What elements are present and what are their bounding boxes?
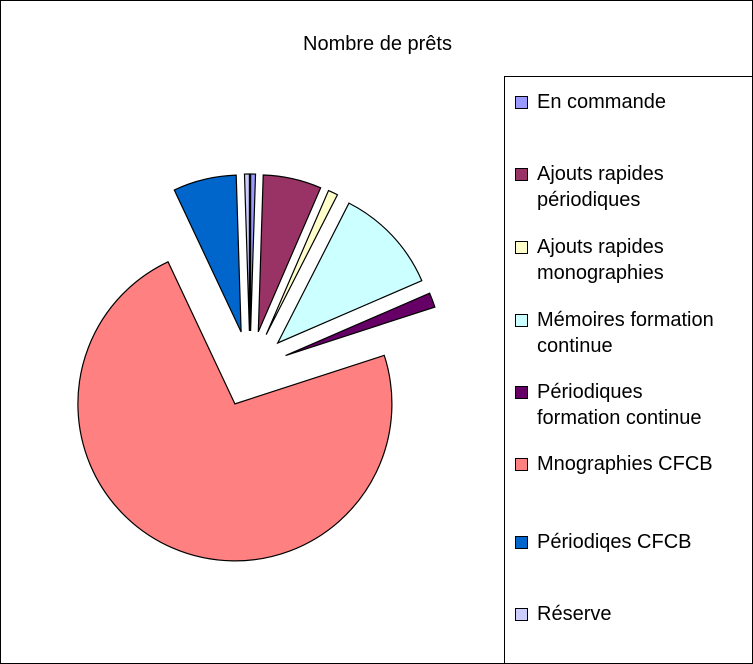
legend-label: Réserve bbox=[537, 603, 612, 625]
pie-slice bbox=[77, 261, 393, 562]
chart-title: Nombre de prêts bbox=[303, 33, 452, 55]
legend-swatch bbox=[515, 608, 528, 621]
legend-label: Mnographies CFCB bbox=[537, 453, 713, 475]
legend-swatch bbox=[515, 458, 528, 471]
legend-label: Ajouts rapides monographies bbox=[537, 236, 664, 284]
legend-swatch bbox=[515, 241, 528, 254]
legend-label: Mémoires formation continue bbox=[537, 309, 714, 357]
legend-swatch bbox=[515, 314, 528, 327]
legend-swatch bbox=[515, 386, 528, 399]
pie-slice bbox=[243, 173, 251, 332]
legend-label: Périodiqes CFCB bbox=[537, 531, 692, 553]
pie-slice bbox=[276, 202, 423, 345]
pie-slice bbox=[249, 173, 257, 332]
legend-swatch bbox=[515, 536, 528, 549]
legend-swatch bbox=[515, 168, 528, 181]
pie-slice bbox=[285, 292, 436, 357]
pie-slice bbox=[265, 189, 339, 335]
legend: En commande Ajouts rapides périodiques Ajo… bbox=[504, 76, 752, 663]
legend-label: Ajouts rapides périodiques bbox=[537, 163, 664, 211]
pie-slice bbox=[257, 174, 322, 333]
legend-label: Périodiques formation continue bbox=[537, 381, 702, 429]
legend-label: En commande bbox=[537, 91, 666, 113]
legend-swatch bbox=[515, 96, 528, 109]
pie-slice bbox=[173, 174, 242, 333]
